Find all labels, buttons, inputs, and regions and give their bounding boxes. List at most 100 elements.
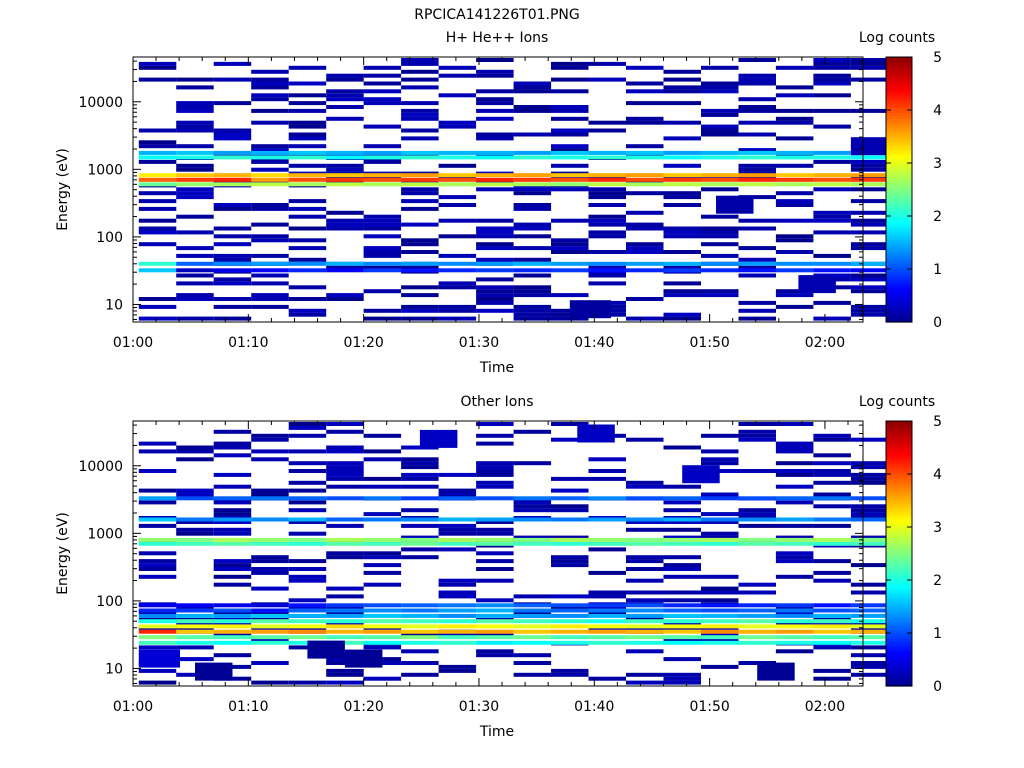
sparse-cell [176, 606, 214, 611]
sparse-cell [176, 492, 214, 497]
band-cell [513, 496, 552, 501]
band-cell [438, 182, 477, 187]
band-cell [738, 517, 776, 522]
sparse-cell [363, 449, 402, 454]
sparse-cell [476, 520, 514, 524]
band-cell [138, 177, 177, 182]
sparse-cell [813, 461, 851, 466]
band-cell [251, 640, 289, 645]
band-cell [701, 177, 739, 182]
band-cell [288, 624, 327, 629]
sparse-cell [251, 159, 289, 164]
sparse-cell [326, 175, 364, 180]
sparse-cell [663, 672, 701, 677]
sparse-cell [738, 81, 776, 86]
band-cell [663, 613, 701, 618]
sparse-cell [626, 567, 664, 571]
sparse-cell [701, 535, 739, 540]
sparse-cell [438, 668, 477, 673]
band-cell [701, 640, 739, 645]
sparse-cell [850, 480, 889, 485]
band-cell [438, 635, 477, 640]
sparse-cell [551, 437, 589, 442]
sparse-cell [663, 312, 701, 317]
sparse-cell [813, 77, 851, 82]
sparse-cell [176, 253, 214, 258]
patch-cell [682, 465, 720, 484]
band-cell [663, 541, 701, 546]
sparse-cell [626, 672, 664, 677]
sparse-cell [138, 559, 177, 564]
colorbar-step [886, 110, 912, 114]
band-cell [663, 496, 701, 501]
sparse-cell [813, 504, 851, 509]
sparse-cell [326, 77, 364, 82]
sparse-cell [438, 594, 477, 599]
sparse-cell [251, 238, 289, 243]
band-cell [701, 613, 739, 618]
sparse-cell [138, 159, 177, 164]
sparse-cell [476, 108, 514, 113]
sparse-cell [288, 120, 327, 125]
band-cell [850, 268, 889, 273]
sparse-cell [138, 469, 177, 473]
sparse-cell [663, 191, 701, 196]
sparse-cell [813, 645, 851, 650]
band-cell [513, 150, 552, 155]
sparse-cell [850, 504, 889, 509]
sparse-cell [401, 265, 439, 270]
colorbar-step [886, 112, 912, 116]
sparse-cell [775, 234, 814, 239]
sparse-cell [626, 598, 664, 603]
sparse-cell [701, 574, 739, 579]
sparse-cell [176, 520, 214, 524]
sparse-cell [775, 250, 814, 254]
sparse-cell [663, 175, 701, 180]
sparse-cell [738, 226, 776, 231]
sparse-cell [775, 136, 814, 141]
sparse-cell [626, 250, 664, 254]
band-cell [513, 182, 552, 187]
colorbar-step [886, 455, 912, 459]
sparse-cell [663, 500, 701, 505]
sparse-cell [251, 222, 289, 227]
sparse-cell [588, 61, 626, 66]
band-cell [363, 640, 402, 645]
sparse-cell [476, 433, 514, 438]
band-cell [588, 640, 626, 645]
colorbar-step [886, 234, 912, 238]
sparse-cell [288, 238, 327, 243]
sparse-cell [288, 488, 327, 493]
band-cell [251, 496, 289, 501]
colorbar-step [886, 662, 912, 666]
sparse-cell [213, 297, 252, 301]
colorbar-step [886, 545, 912, 549]
sparse-cell [213, 531, 252, 536]
colorbar-step [886, 656, 912, 661]
sparse-cell [738, 433, 776, 438]
sparse-cell [663, 281, 701, 286]
colorbar-frame [885, 56, 913, 323]
sparse-cell [213, 101, 252, 106]
band-cell [701, 619, 739, 624]
colorbar-step [886, 102, 912, 106]
sparse-cell [476, 69, 514, 74]
sparse-cell [363, 253, 402, 258]
sparse-cell [775, 555, 814, 560]
band-cell [775, 619, 814, 624]
band-cell [251, 619, 289, 624]
sparse-cell [288, 312, 327, 317]
sparse-cell [775, 218, 814, 223]
sparse-cell [288, 574, 327, 579]
colorbar-step [886, 635, 912, 639]
sparse-cell [401, 661, 439, 665]
colorbar-tick-label: 3 [933, 520, 942, 536]
colorbar-step [886, 680, 912, 684]
sparse-cell [213, 621, 252, 626]
colorbar-step [886, 149, 912, 153]
sparse-cell [663, 657, 701, 662]
colorbar-step [886, 123, 912, 127]
band-cell [176, 603, 214, 608]
sparse-cell [513, 289, 552, 294]
sparse-cell [775, 472, 814, 477]
